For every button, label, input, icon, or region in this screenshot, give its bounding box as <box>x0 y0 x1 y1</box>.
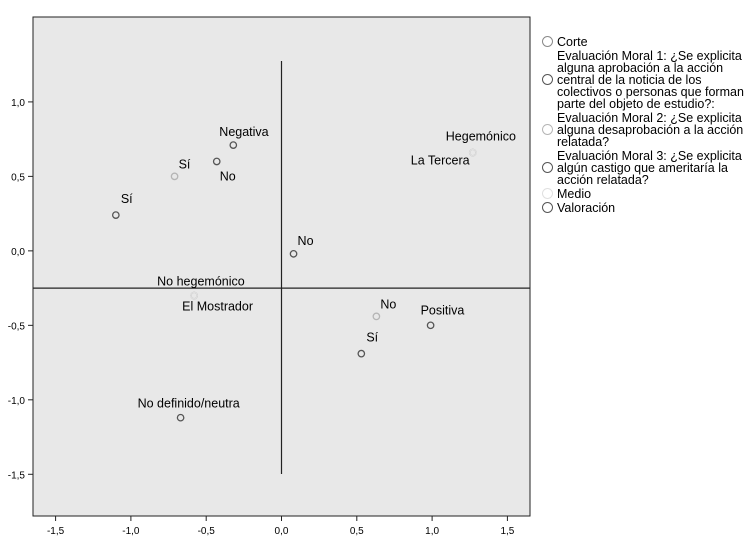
data-point <box>229 141 238 149</box>
point-label: No <box>220 169 236 183</box>
data-point <box>289 249 298 258</box>
y-tick-label: 0,5 <box>11 172 25 183</box>
data-point <box>212 157 221 166</box>
legend-item: Evaluación Moral 3: ¿Se explicita algún … <box>540 150 750 186</box>
point-label: No hegemónico <box>157 275 245 289</box>
data-point <box>426 321 435 330</box>
reference-lines <box>33 61 530 474</box>
point-label: El Mostrador <box>182 300 253 314</box>
legend-item: Corte <box>540 35 750 49</box>
legend-label: Evaluación Moral 1: ¿Se explicita alguna… <box>557 49 744 111</box>
legend-marker-icon <box>542 187 553 199</box>
legend-item: Evaluación Moral 1: ¿Se explicita alguna… <box>540 50 750 110</box>
x-tick-label: 1,5 <box>500 526 514 537</box>
data-point <box>111 211 120 219</box>
legend-label: Evaluación Moral 2: ¿Se explicita alguna… <box>557 111 744 149</box>
legend-marker-icon <box>542 123 553 135</box>
legend-item: Medio <box>540 187 750 201</box>
point-label: Sí <box>121 192 133 206</box>
x-tick-label: 0,5 <box>350 526 364 537</box>
y-tick-label: 1,0 <box>11 98 25 109</box>
point-label: No definido/neutra <box>138 397 240 411</box>
y-tick-label: -1,0 <box>8 396 26 407</box>
point-label: Positiva <box>421 303 465 317</box>
point-label: No <box>298 234 314 248</box>
x-tick-label: -1,0 <box>122 526 140 537</box>
y-tick-label: 0,0 <box>11 247 25 258</box>
legend-label: Valoración <box>557 201 616 215</box>
point-label: No <box>380 297 396 311</box>
legend-marker-icon <box>542 161 553 173</box>
point-label: La Tercera <box>411 154 470 168</box>
x-tick-label: 1,0 <box>425 526 439 537</box>
data-point <box>170 172 179 181</box>
x-tick-label: 0,0 <box>275 526 289 537</box>
point-labels: Hegemónico No hegemónico Sí No Sí No No Sí La Te… <box>121 125 516 411</box>
y-tick-label: -0,5 <box>8 321 26 332</box>
legend-item: Valoración <box>540 201 750 215</box>
data-point <box>357 349 366 358</box>
legend-marker-icon <box>542 35 553 47</box>
x-tick-label: -0,5 <box>198 526 216 537</box>
legend: Corte Evaluación Moral 1: ¿Se explicita a… <box>540 35 750 216</box>
data-point <box>468 148 477 157</box>
legend-item: Evaluación Moral 2: ¿Se explicita alguna… <box>540 112 750 148</box>
data-point <box>190 291 198 300</box>
point-label: Sí <box>366 331 378 345</box>
legend-marker-icon <box>542 201 553 213</box>
x-tick-label: -1,5 <box>47 526 65 537</box>
legend-label: Evaluación Moral 3: ¿Se explicita algún … <box>557 149 742 187</box>
axis-ticks: -1,5 -1,0 -0,5 0,0 0,5 1,0 1,5 1,0 0,5 0,0 -0,5 -1,… <box>8 98 515 537</box>
y-tick-label: -1,5 <box>8 470 26 481</box>
legend-label: Corte <box>557 35 588 49</box>
point-label: Hegemónico <box>446 130 516 144</box>
legend-label: Medio <box>557 187 592 201</box>
data-point <box>176 413 185 422</box>
data-points <box>111 141 477 422</box>
point-label: Negativa <box>219 125 268 139</box>
data-point <box>372 312 381 321</box>
point-label: Sí <box>179 157 191 171</box>
legend-marker-icon <box>542 73 553 85</box>
